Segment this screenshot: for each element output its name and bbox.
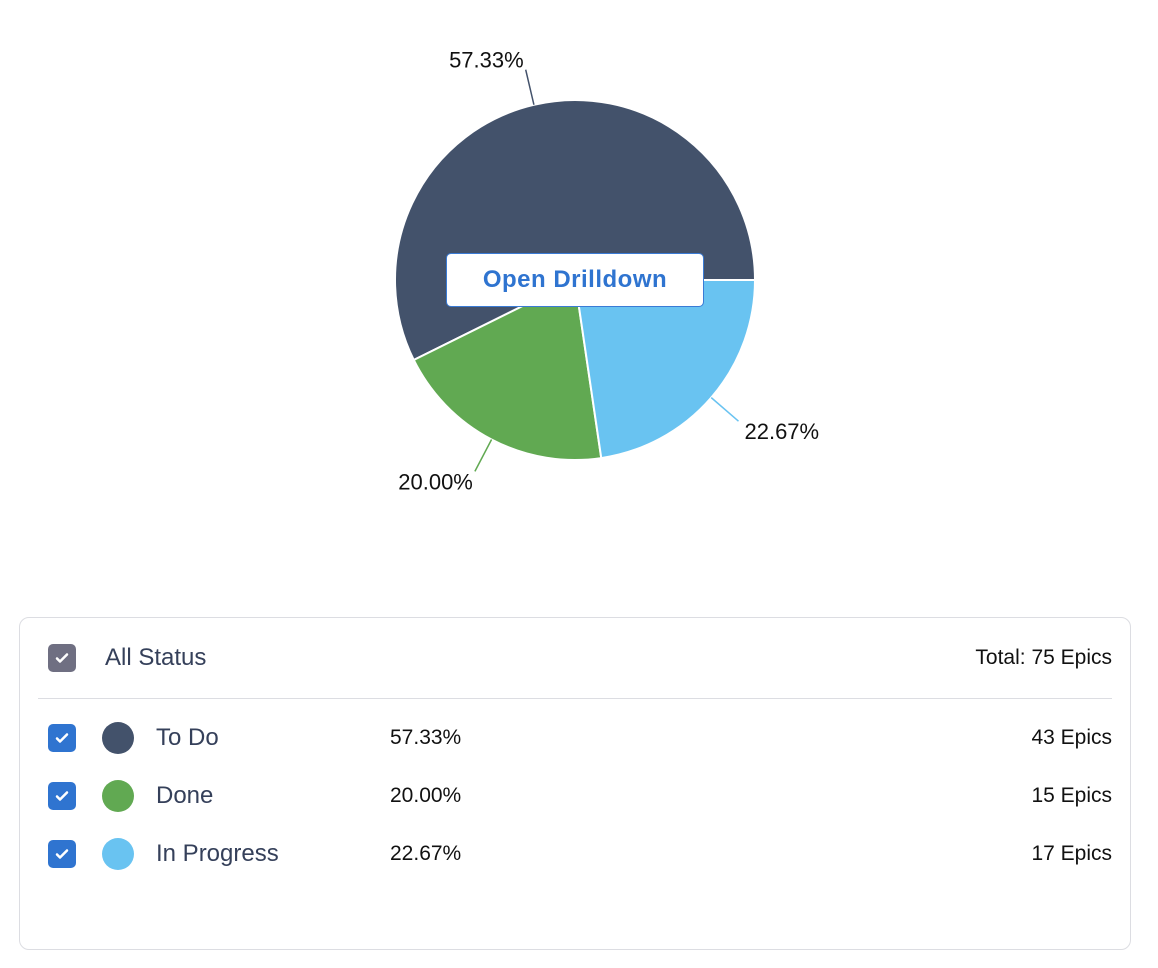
legend-color-dot	[102, 722, 134, 754]
legend-checkbox[interactable]	[48, 782, 76, 810]
legend-item: To Do 57.33% 43 Epics	[20, 718, 1130, 758]
data-label: 22.67%	[744, 419, 819, 444]
legend-item-name: To Do	[156, 724, 219, 751]
legend-checkbox[interactable]	[48, 724, 76, 752]
pie-slice-in-progress[interactable]	[573, 279, 757, 460]
data-label-connector	[474, 439, 493, 472]
check-icon	[55, 849, 69, 859]
total-count: Total: 75 Epics	[975, 646, 1112, 669]
legend-item-percent: 22.67%	[390, 842, 462, 865]
data-label: 20.00%	[398, 469, 473, 494]
data-label: 57.33%	[449, 48, 524, 73]
pie-slice-done[interactable]	[412, 278, 603, 461]
legend-item-count: 15 Epics	[1031, 784, 1112, 807]
check-icon	[55, 791, 69, 801]
check-icon	[55, 733, 69, 743]
legend-item: In Progress 22.67% 17 Epics	[20, 834, 1130, 874]
legend-checkbox[interactable]	[48, 840, 76, 868]
legend-color-dot	[102, 780, 134, 812]
legend-item-percent: 20.00%	[390, 784, 462, 807]
open-drilldown-button[interactable]: Open Drilldown	[446, 253, 704, 307]
data-label-connector	[710, 397, 739, 422]
legend-panel: All Status Total: 75 Epics To Do 57.33% …	[19, 617, 1131, 950]
all-status-label: All Status	[105, 644, 207, 671]
legend-color-dot	[102, 838, 134, 870]
divider	[38, 698, 1112, 699]
legend-item-name: In Progress	[156, 840, 279, 867]
data-label-connector	[524, 69, 535, 105]
legend-item-count: 43 Epics	[1031, 726, 1112, 749]
legend-all-row: All Status Total: 75 Epics	[20, 638, 1130, 678]
legend-item-percent: 57.33%	[390, 726, 462, 749]
all-status-checkbox[interactable]	[48, 644, 76, 672]
legend-item-name: Done	[156, 782, 214, 809]
legend-item: Done 20.00% 15 Epics	[20, 776, 1130, 816]
legend-item-count: 17 Epics	[1031, 842, 1112, 865]
check-icon	[55, 653, 69, 663]
